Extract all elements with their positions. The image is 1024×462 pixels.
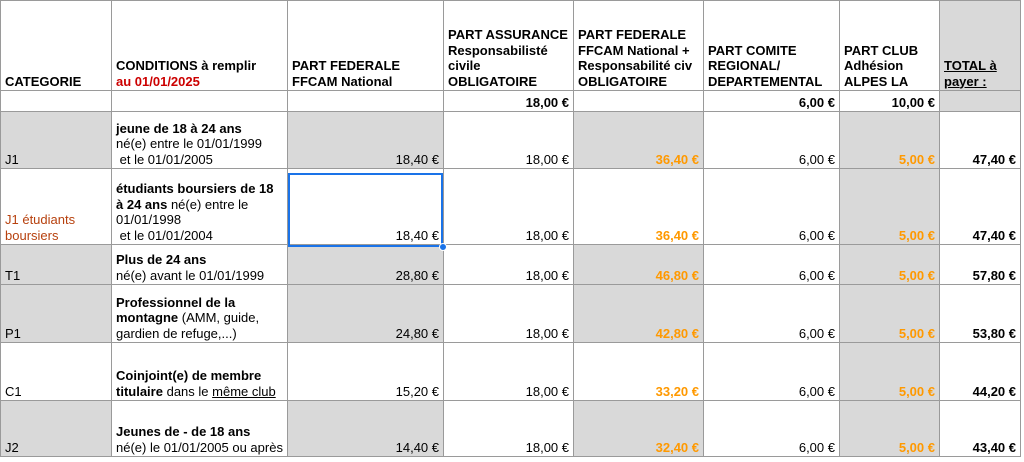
cell-club[interactable]: 5,00 € bbox=[839, 111, 940, 169]
conditions-bold: Jeunes de - de 18 ans bbox=[116, 424, 251, 439]
conditions-text: né(e) avant le 01/01/1999 bbox=[116, 267, 265, 283]
cell-comite[interactable]: 6,00 € bbox=[703, 400, 840, 457]
header-part-federale-label: PART FEDERALE FFCAM National bbox=[292, 58, 401, 89]
cell-assurance[interactable]: 18,00 € bbox=[443, 168, 574, 245]
cell-total[interactable]: 57,80 € bbox=[939, 244, 1021, 285]
conditions-text: né(e) le 01/01/2005 ou après bbox=[116, 439, 283, 455]
cell-federale-selected[interactable]: 18,40 € bbox=[287, 168, 444, 245]
header-conditions[interactable]: CONDITIONS à remplir au 01/01/2025 bbox=[111, 0, 288, 91]
cell-club[interactable]: 5,00 € bbox=[839, 400, 940, 457]
cell-conditions[interactable]: jeune de 18 à 24 ans né(e) entre le 01/01… bbox=[111, 111, 288, 169]
table-row: P1 Professionnel de la montagne (AMM, gu… bbox=[0, 284, 1021, 343]
cell-total[interactable]: 47,40 € bbox=[939, 168, 1021, 245]
header-part-federale-plus[interactable]: PART FEDERALE FFCAM National + Responsab… bbox=[573, 0, 704, 91]
cell-assurance[interactable]: 18,00 € bbox=[443, 111, 574, 169]
conditions-text-2: et le 01/01/2005 bbox=[119, 151, 213, 167]
cell-conditions[interactable]: Jeunes de - de 18 ans né(e) le 01/01/2005… bbox=[111, 400, 288, 457]
cell-categorie[interactable]: J2 bbox=[0, 400, 112, 457]
cell-assurance[interactable]: 18,00 € bbox=[443, 244, 574, 285]
header-row: CATEGORIE CONDITIONS à remplir au 01/01/2… bbox=[0, 0, 1021, 91]
cell-assurance[interactable]: 18,00 € bbox=[443, 400, 574, 457]
cell-federale[interactable]: 14,40 € bbox=[287, 400, 444, 457]
cell-total[interactable]: 53,80 € bbox=[939, 284, 1021, 343]
cell-total[interactable]: 47,40 € bbox=[939, 111, 1021, 169]
cell-comite[interactable]: 6,00 € bbox=[703, 168, 840, 245]
header-part-assurance[interactable]: PART ASSURANCE Responsabilisté civile OB… bbox=[443, 0, 574, 91]
cell-total[interactable]: 44,20 € bbox=[939, 342, 1021, 401]
cell-federale[interactable]: 24,80 € bbox=[287, 284, 444, 343]
fill-handle[interactable] bbox=[439, 243, 447, 251]
table-row: T1 Plus de 24 ans né(e) avant le 01/01/19… bbox=[0, 244, 1021, 285]
subheader-cell-assurance[interactable]: 18,00 € bbox=[443, 90, 574, 112]
cell-conditions[interactable]: Plus de 24 ans né(e) avant le 01/01/1999 bbox=[111, 244, 288, 285]
cell-total[interactable]: 43,40 € bbox=[939, 400, 1021, 457]
subheader-cell-federale[interactable] bbox=[287, 90, 444, 112]
table-row: J2 Jeunes de - de 18 ans né(e) le 01/01/2… bbox=[0, 400, 1021, 457]
cell-assurance[interactable]: 18,00 € bbox=[443, 284, 574, 343]
cell-conditions[interactable]: étudiants boursiers de 18 à 24 ans né(e)… bbox=[111, 168, 288, 245]
header-part-comite[interactable]: PART COMITE REGIONAL/ DEPARTEMENTAL bbox=[703, 0, 840, 91]
subheader-cell-club[interactable]: 10,00 € bbox=[839, 90, 940, 112]
conditions-text-2: et le 01/01/2004 bbox=[119, 227, 213, 243]
conditions-bold: étudiants boursiers de 18 à 24 ans bbox=[116, 181, 274, 212]
header-part-federale[interactable]: PART FEDERALE FFCAM National bbox=[287, 0, 444, 91]
header-total[interactable]: TOTAL à payer : bbox=[939, 0, 1021, 91]
cell-club[interactable]: 5,00 € bbox=[839, 244, 940, 285]
conditions-text: né(e) entre le 01/01/1998 bbox=[116, 196, 249, 228]
cell-categorie[interactable]: J1 étudiants boursiers bbox=[0, 168, 112, 245]
cell-comite[interactable]: 6,00 € bbox=[703, 111, 840, 169]
conditions-bold: Coinjoint(e) de membre titulaire bbox=[116, 368, 262, 399]
header-part-comite-label: PART COMITE REGIONAL/ DEPARTEMENTAL bbox=[708, 42, 823, 89]
conditions-bold: Plus de 24 ans bbox=[116, 252, 207, 267]
cell-federale[interactable]: 15,20 € bbox=[287, 342, 444, 401]
cell-categorie[interactable]: C1 bbox=[0, 342, 112, 401]
subheader-cell-conditions[interactable] bbox=[111, 90, 288, 112]
header-part-club-label: PART CLUB Adhésion ALPES LA bbox=[844, 42, 919, 89]
cell-federale-plus[interactable]: 32,40 € bbox=[573, 400, 704, 457]
subheader-cell-federale-plus[interactable] bbox=[573, 90, 704, 112]
cell-categorie[interactable]: J1 bbox=[0, 111, 112, 169]
header-part-assurance-label: PART ASSURANCE Responsabilisté civile OB… bbox=[448, 27, 568, 89]
subheader-row: 18,00 € 6,00 € 10,00 € bbox=[0, 90, 1021, 112]
cell-conditions[interactable]: Coinjoint(e) de membre titulaire dans le… bbox=[111, 342, 288, 401]
cell-comite[interactable]: 6,00 € bbox=[703, 342, 840, 401]
table-row: J1 étudiants boursiers étudiants boursie… bbox=[0, 168, 1021, 245]
cell-categorie[interactable]: T1 bbox=[0, 244, 112, 285]
header-total-label: TOTAL à payer : bbox=[944, 58, 997, 89]
header-categorie[interactable]: CATEGORIE bbox=[0, 0, 112, 91]
cell-federale-plus[interactable]: 46,80 € bbox=[573, 244, 704, 285]
conditions-text: (AMM, guide, gardien de refuge,...) bbox=[116, 310, 260, 341]
header-part-federale-plus-label: PART FEDERALE FFCAM National + Responsab… bbox=[578, 27, 693, 89]
cell-federale[interactable]: 28,80 € bbox=[287, 244, 444, 285]
cell-club[interactable]: 5,00 € bbox=[839, 284, 940, 343]
cell-federale-plus[interactable]: 42,80 € bbox=[573, 284, 704, 343]
cell-federale-plus[interactable]: 33,20 € bbox=[573, 342, 704, 401]
header-conditions-date: au 01/01/2025 bbox=[116, 73, 200, 89]
subheader-cell-comite[interactable]: 6,00 € bbox=[703, 90, 840, 112]
subheader-cell-total[interactable] bbox=[939, 90, 1021, 112]
conditions-underlined: même club bbox=[212, 383, 276, 399]
header-part-club[interactable]: PART CLUB Adhésion ALPES LA bbox=[839, 0, 940, 91]
conditions-bold: Professionnel de la montagne bbox=[116, 294, 236, 326]
conditions-bold: jeune de 18 à 24 ans bbox=[116, 120, 242, 136]
cell-categorie[interactable]: P1 bbox=[0, 284, 112, 343]
conditions-text: dans le bbox=[166, 383, 209, 399]
cell-assurance[interactable]: 18,00 € bbox=[443, 342, 574, 401]
header-conditions-label: CONDITIONS à remplir bbox=[116, 58, 257, 73]
cell-comite[interactable]: 6,00 € bbox=[703, 284, 840, 343]
subheader-cell-categorie[interactable] bbox=[0, 90, 112, 112]
cell-conditions[interactable]: Professionnel de la montagne (AMM, guide… bbox=[111, 284, 288, 343]
table-row: C1 Coinjoint(e) de membre titulaire dans… bbox=[0, 342, 1021, 401]
table-row: J1 jeune de 18 à 24 ans né(e) entre le 01… bbox=[0, 111, 1021, 169]
cell-federale-plus[interactable]: 36,40 € bbox=[573, 111, 704, 169]
cell-comite[interactable]: 6,00 € bbox=[703, 244, 840, 285]
conditions-text: né(e) entre le 01/01/1999 bbox=[116, 136, 262, 151]
cell-club[interactable]: 5,00 € bbox=[839, 342, 940, 401]
cell-federale-plus[interactable]: 36,40 € bbox=[573, 168, 704, 245]
cell-club[interactable]: 5,00 € bbox=[839, 168, 940, 245]
cell-federale[interactable]: 18,40 € bbox=[287, 111, 444, 169]
header-categorie-label: CATEGORIE bbox=[5, 73, 82, 89]
